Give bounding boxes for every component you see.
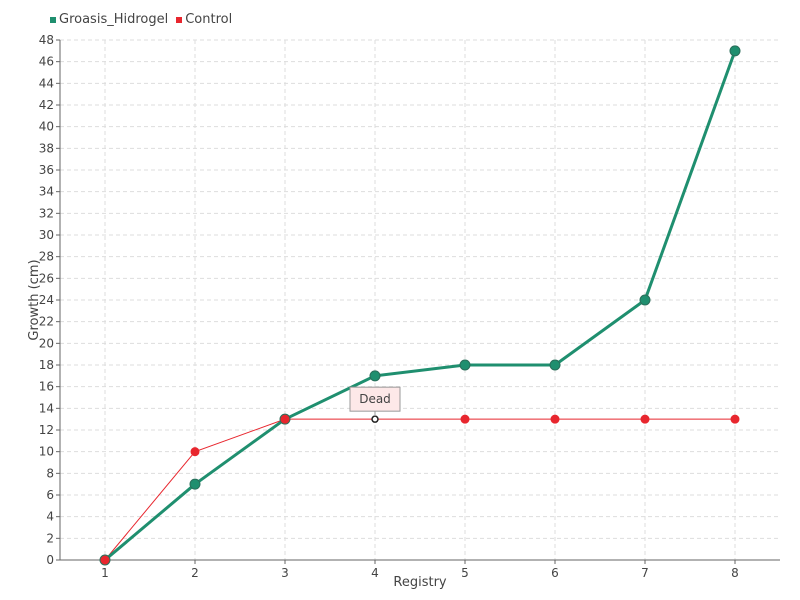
y-tick-label: 0 [46, 553, 54, 567]
series [99, 45, 741, 566]
legend-item-groasis[interactable]: Groasis_Hidrogel [50, 12, 168, 27]
y-tick-label: 20 [39, 336, 54, 350]
y-tick-label: 22 [39, 315, 54, 329]
y-tick-label: 6 [46, 488, 54, 502]
x-tick-label: 2 [191, 566, 199, 580]
x-tick-label: 4 [371, 566, 379, 580]
y-tick-label: 2 [46, 531, 54, 545]
y-tick-label: 4 [46, 510, 54, 524]
x-tick-label: 3 [281, 566, 289, 580]
legend: Groasis_Hidrogel Control [50, 12, 232, 27]
groasis-hidrogel-point [459, 359, 471, 371]
x-tick-label: 1 [101, 566, 109, 580]
control-line [104, 418, 735, 561]
y-tick-label: 16 [39, 380, 54, 394]
y-tick-label: 30 [39, 228, 54, 242]
y-tick-label: 44 [39, 76, 54, 90]
y-tick-label: 10 [39, 445, 54, 459]
control-point [190, 447, 200, 457]
groasis-hidrogel-line [104, 50, 737, 562]
control-point [100, 555, 110, 565]
control-point [280, 414, 290, 424]
x-tick-label: 5 [461, 566, 469, 580]
x-axis-title: Registry [393, 575, 447, 590]
y-tick-label: 38 [39, 141, 54, 155]
y-axis-title: Growth (cm) [27, 259, 42, 340]
y-tick-label: 34 [39, 185, 54, 199]
groasis-hidrogel-point [189, 478, 201, 490]
y-tick-label: 42 [39, 98, 54, 112]
groasis-hidrogel-point [369, 370, 381, 382]
groasis-hidrogel-point [729, 45, 741, 57]
grid [60, 39, 780, 560]
y-tick-label: 14 [39, 401, 54, 415]
annotations: Dead [349, 386, 401, 417]
legend-item-control[interactable]: Control [176, 12, 232, 27]
legend-swatch-groasis [50, 16, 56, 23]
y-tick-label: 12 [39, 423, 54, 437]
y-tick-label: 18 [39, 358, 54, 372]
annotation-label: Dead [359, 392, 391, 406]
x-tick-label: 6 [551, 566, 559, 580]
annotation-box [349, 386, 401, 412]
y-tick-label: 36 [39, 163, 54, 177]
control-point [371, 415, 379, 423]
groasis-hidrogel-point [639, 294, 651, 306]
legend-label-control: Control [185, 12, 233, 27]
y-tick-label: 46 [39, 55, 54, 69]
x-tick-label: 8 [731, 566, 739, 580]
y-tick-label: 40 [39, 120, 54, 134]
control-point [460, 414, 470, 424]
control-point [730, 414, 740, 424]
control-point [640, 414, 650, 424]
groasis-hidrogel-point [549, 359, 561, 371]
legend-label-groasis: Groasis_Hidrogel [59, 12, 169, 27]
x-tick-label: 7 [641, 566, 649, 580]
axes: 0246810121416182022242628303234363840424… [39, 33, 780, 580]
y-tick-label: 48 [39, 33, 54, 47]
control-point [550, 414, 560, 424]
y-tick-label: 32 [39, 206, 54, 220]
legend-swatch-control [176, 16, 183, 23]
y-tick-label: 24 [39, 293, 54, 307]
y-tick-label: 28 [39, 250, 54, 264]
y-tick-label: 8 [46, 466, 54, 480]
y-tick-label: 26 [39, 271, 54, 285]
